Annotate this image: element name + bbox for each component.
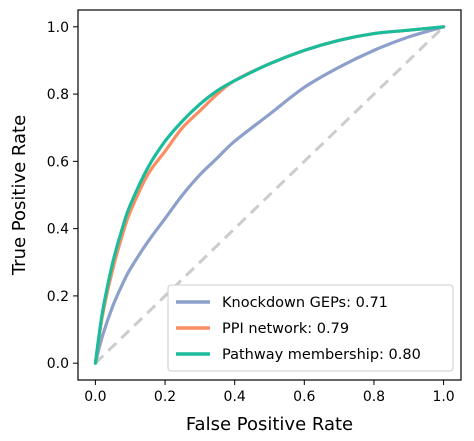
y-axis-ticks: 0.0 0.2 0.4 0.6 0.8 1.0 xyxy=(47,20,78,372)
roc-curve-pathway xyxy=(93,25,446,365)
legend-label-ppi: PPI network: 0.79 xyxy=(222,321,349,337)
x-tick-label: 0.8 xyxy=(363,389,385,405)
legend-label-pathway: Pathway membership: 0.80 xyxy=(222,347,421,363)
x-axis-label: False Positive Rate xyxy=(186,414,353,435)
y-tick-label: 0.4 xyxy=(47,222,69,238)
plot-area xyxy=(93,25,446,365)
legend: Knockdown GEPs: 0.71 PPI network: 0.79 P… xyxy=(167,284,454,372)
x-tick-label: 1.0 xyxy=(432,389,454,405)
y-tick-label: 0.0 xyxy=(47,356,69,372)
legend-label-knockdown: Knockdown GEPs: 0.71 xyxy=(222,295,388,311)
x-tick-label: 0.6 xyxy=(293,389,315,405)
chance-diagonal-line xyxy=(94,25,445,365)
plot-frame xyxy=(77,9,462,381)
y-tick-label: 0.6 xyxy=(47,154,69,170)
legend-box xyxy=(167,284,454,372)
y-tick-label: 0.2 xyxy=(47,289,69,305)
y-tick-label: 1.0 xyxy=(47,20,69,36)
roc-curve-knockdown xyxy=(93,25,446,365)
x-tick-label: 0.0 xyxy=(84,389,106,405)
x-tick-label: 0.4 xyxy=(224,389,246,405)
x-axis-ticks: 0.0 0.2 0.4 0.6 0.8 1.0 xyxy=(84,380,455,405)
x-tick-label: 0.2 xyxy=(154,389,176,405)
y-axis-label: True Positive Rate xyxy=(9,115,30,276)
y-tick-label: 0.8 xyxy=(47,87,69,103)
